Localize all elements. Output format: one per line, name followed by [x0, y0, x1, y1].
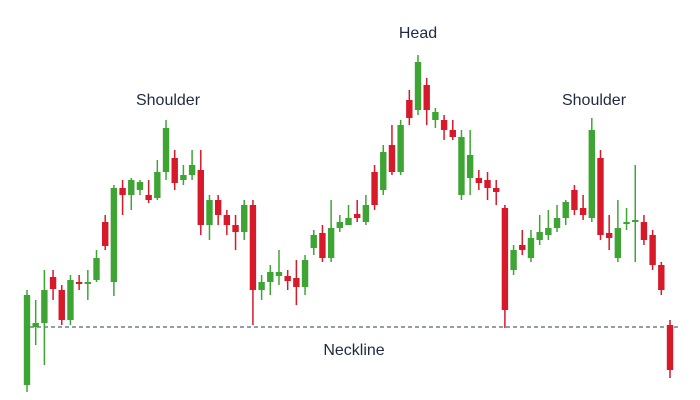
candle-body — [67, 280, 74, 320]
candle-body — [449, 130, 456, 137]
candle-body — [119, 188, 126, 195]
candle-body — [32, 323, 39, 327]
candle-body — [623, 222, 630, 224]
candle-body — [249, 205, 257, 290]
candle-body — [649, 235, 656, 265]
candle-body — [241, 205, 248, 232]
candle-body — [110, 188, 118, 282]
candle-body — [58, 290, 65, 320]
candle-body — [353, 214, 361, 218]
candle-body — [440, 120, 448, 130]
candle-body — [206, 200, 213, 225]
candle-body — [310, 235, 317, 248]
candle-body — [371, 172, 378, 205]
candle-body — [154, 172, 161, 198]
candle-body — [614, 228, 622, 258]
candle-body — [214, 200, 222, 215]
candle-body — [545, 228, 552, 235]
candle-body — [510, 250, 517, 270]
neckline-label: Neckline — [323, 342, 384, 359]
candle-body — [423, 85, 430, 110]
candle-body — [388, 145, 396, 172]
candle-body — [632, 220, 639, 222]
candle-body — [188, 165, 196, 175]
candle-body — [493, 188, 500, 192]
candle-body — [301, 260, 309, 287]
candle-body — [284, 276, 291, 281]
annotation: Head — [399, 25, 437, 42]
candle-body — [362, 205, 370, 222]
candle-body — [319, 233, 326, 258]
annotation: Shoulder — [562, 92, 627, 109]
candle-body — [232, 225, 239, 232]
candle-body — [553, 218, 561, 228]
candle-body — [432, 112, 439, 120]
candle-body — [579, 208, 587, 215]
candle-body — [475, 178, 483, 183]
candle-body — [380, 152, 387, 190]
candle-body — [666, 325, 674, 370]
candle-body — [128, 180, 135, 195]
candle-body — [458, 137, 465, 195]
candle-body — [397, 125, 404, 172]
candle-body — [345, 218, 352, 225]
candle-body — [275, 272, 283, 276]
candle-body — [588, 130, 595, 218]
candle-body — [258, 282, 265, 290]
candle-body — [102, 222, 109, 246]
annotation: Shoulder — [136, 92, 201, 109]
candle-body — [466, 155, 474, 178]
candle-body — [406, 100, 413, 118]
candle-body — [327, 228, 335, 258]
candle-body — [41, 290, 48, 323]
candle-body — [605, 233, 613, 238]
candle-body — [136, 182, 144, 190]
candle-body — [23, 295, 31, 385]
candle-body — [223, 215, 231, 225]
candle-body — [293, 278, 300, 287]
candle-body — [267, 272, 274, 282]
candle-body — [536, 232, 543, 240]
candle-body — [597, 158, 604, 235]
candle-body — [75, 282, 83, 284]
candle-body — [162, 128, 170, 172]
candle-body — [658, 265, 665, 290]
candle-body — [49, 277, 57, 289]
candle-body — [197, 170, 204, 225]
candle-body — [145, 195, 152, 200]
candle-body — [171, 158, 178, 183]
candle-body — [336, 222, 344, 228]
candle-body — [84, 282, 92, 284]
candle-body — [562, 202, 569, 218]
candle-body — [501, 208, 509, 310]
candle-body — [484, 180, 491, 188]
candle-body — [571, 190, 578, 210]
candle-body — [519, 245, 526, 250]
candle-body — [180, 175, 187, 180]
candle-body — [527, 238, 535, 258]
candle-body — [640, 222, 648, 240]
candle-body — [93, 258, 100, 280]
candle-body — [414, 62, 422, 110]
